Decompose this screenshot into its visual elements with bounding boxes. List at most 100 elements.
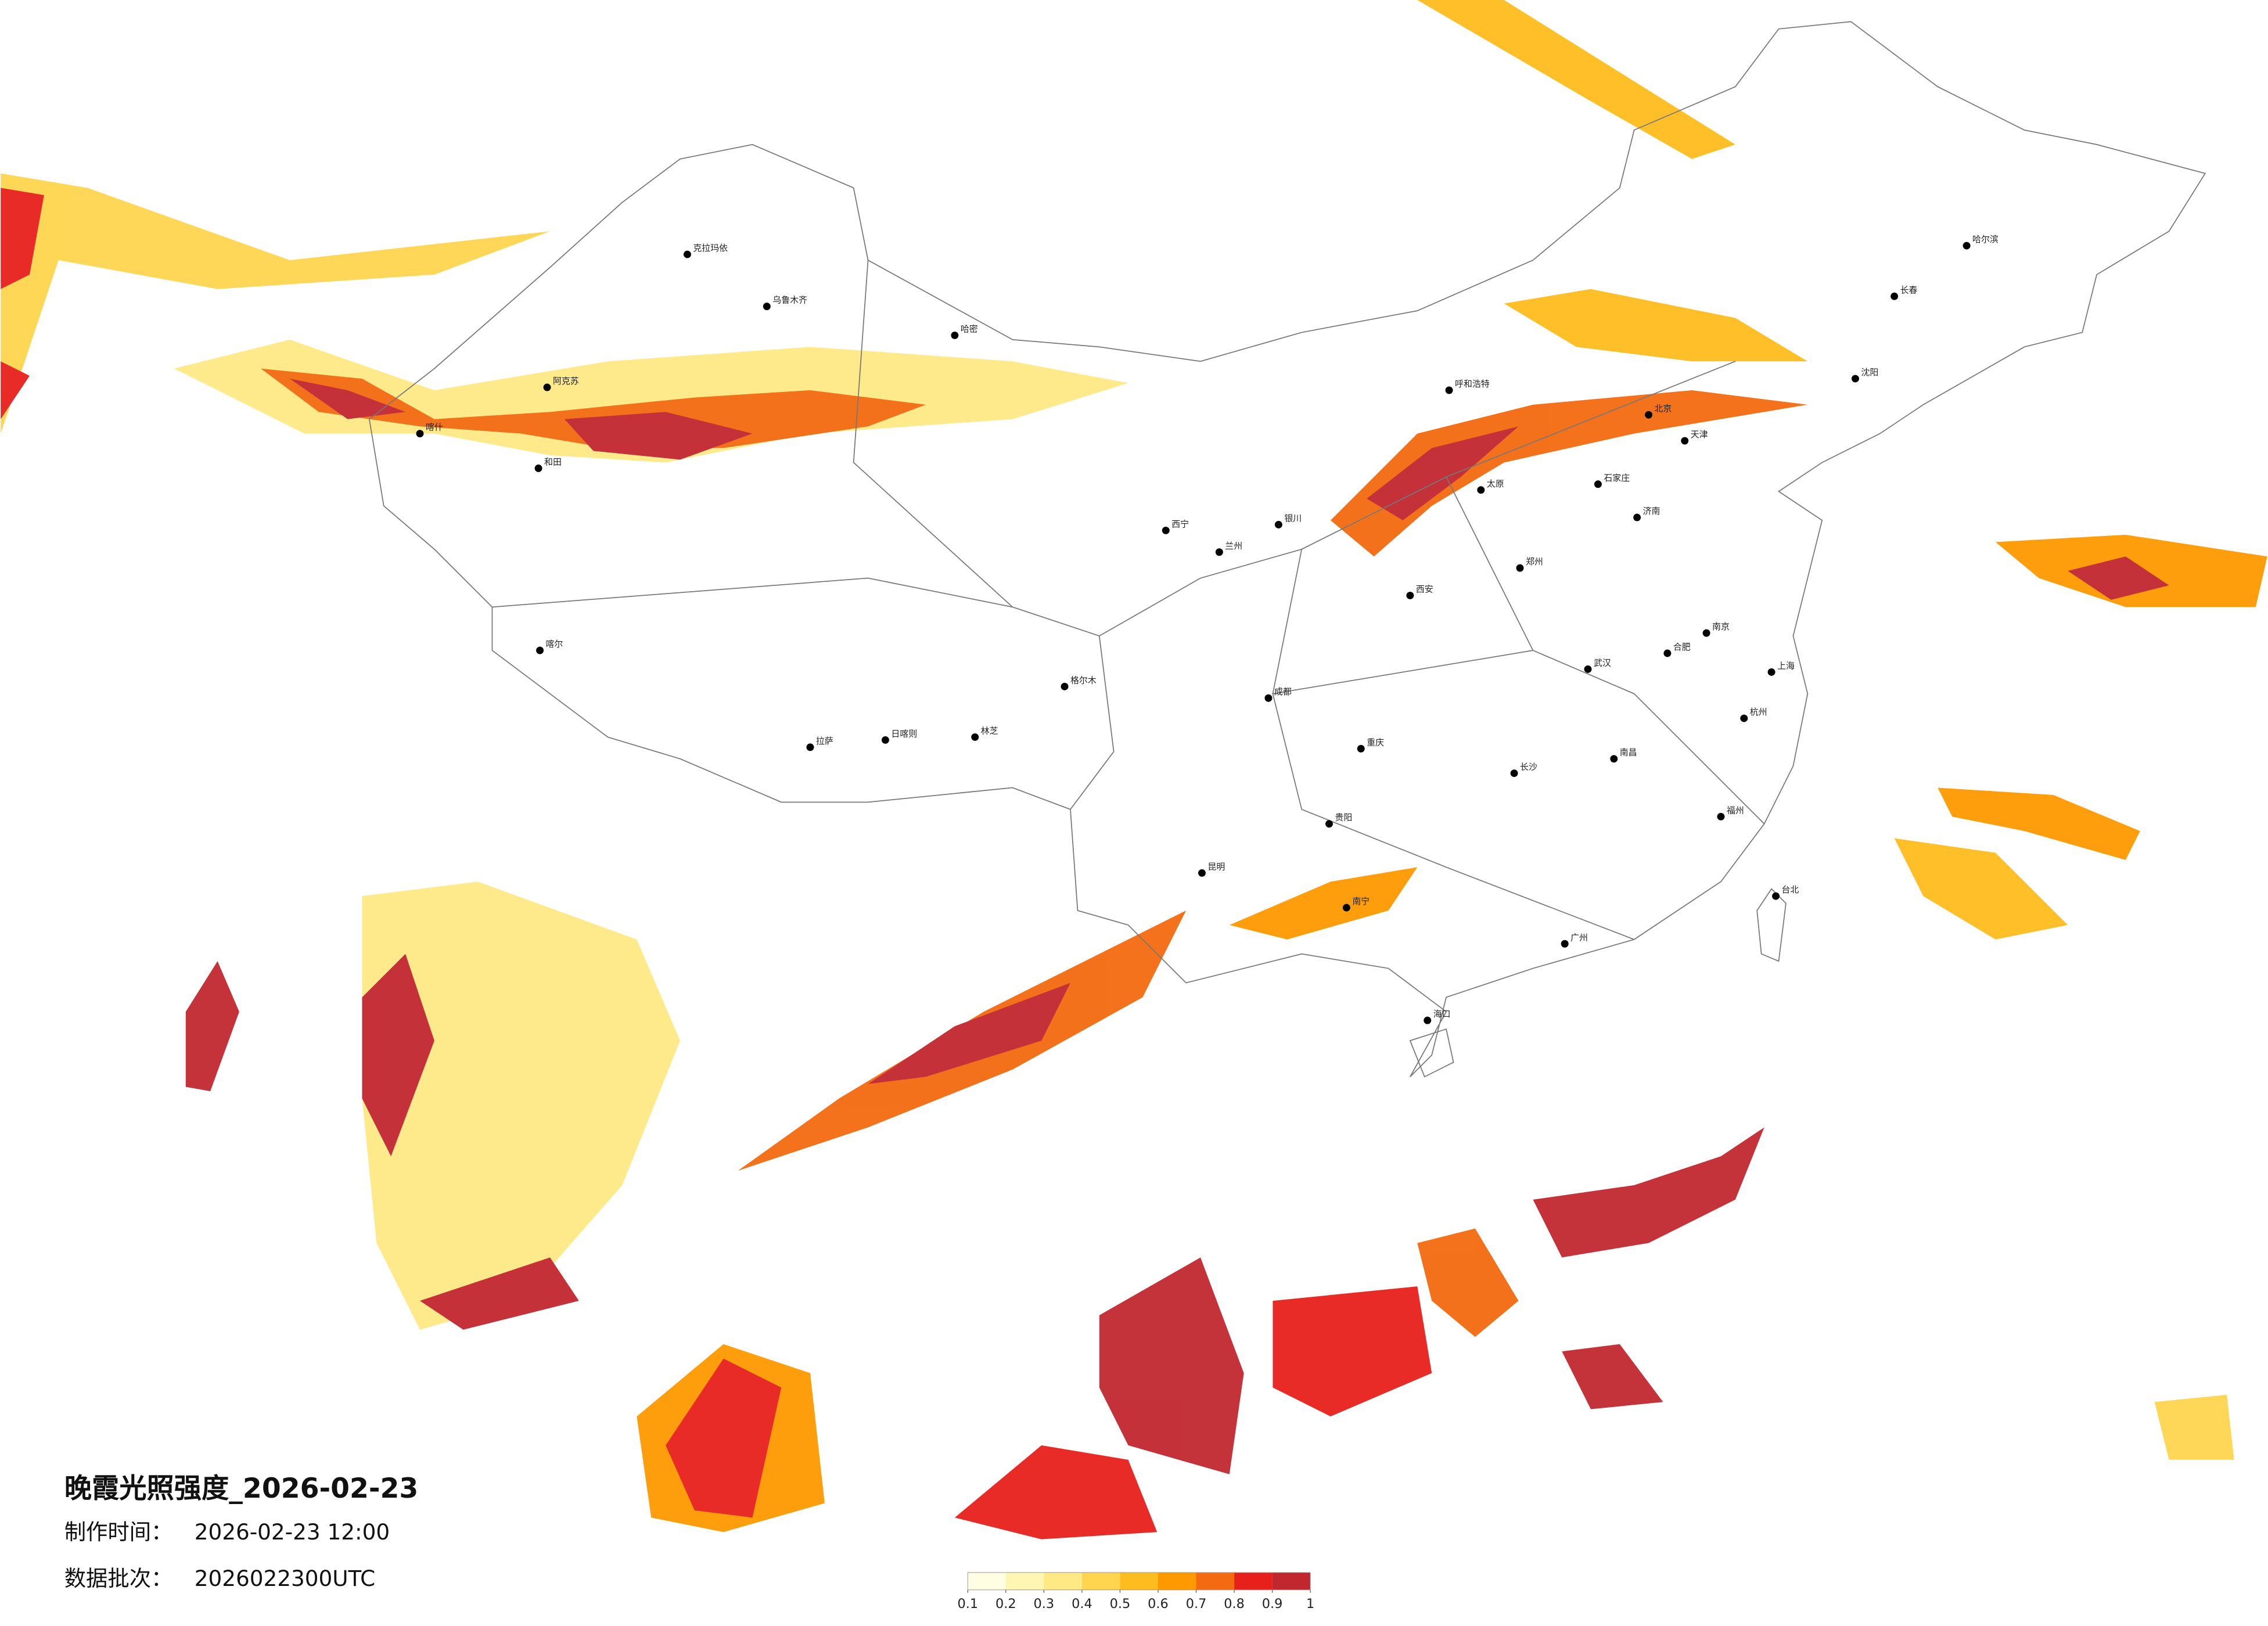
glow-band [1367,426,1519,520]
city-dot [1215,548,1223,556]
colorbar-cell [1081,1572,1120,1590]
glow-band [1417,1228,1519,1337]
glow-band [1,173,550,434]
city-dot [1772,892,1780,900]
glow-band [1504,289,1808,362]
intensity-layer [1,0,2267,1539]
city-label: 呼和浩特 [1455,379,1490,389]
city-label: 北京 [1655,403,1672,413]
colorbar-cell [1196,1572,1235,1590]
colorbar: 0.1 0.2 0.3 0.4 0.5 0.6 0.7 0.8 0.9 1 [957,1572,1314,1611]
city-label: 沈阳 [1861,367,1878,377]
city-label: 天津 [1691,429,1708,440]
boundaries [368,21,2206,1078]
batch: 2026022300UTC [195,1566,376,1591]
city-label: 石家庄 [1604,473,1630,483]
glow-band [362,882,680,1330]
city-label: 成都 [1274,686,1292,697]
city-dot [1162,526,1170,534]
city-dot [1445,386,1453,394]
glow-band [666,1358,782,1518]
made-time: 2026-02-23 12:00 [195,1519,390,1545]
city-dot [1264,694,1273,702]
colorbar-tick-label: 0.4 [1072,1596,1092,1611]
city-dot [1561,940,1569,948]
glow-band [2068,556,2169,600]
colorbar-tick-label: 0.1 [957,1596,978,1611]
glow-band [185,954,579,1330]
glow-band [1417,0,1735,159]
city-label: 重庆 [1367,737,1384,747]
city-label: 南宁 [1352,896,1370,906]
city-dot [543,383,551,391]
city-label: 台北 [1782,884,1799,895]
colorbar-cell [1120,1572,1158,1590]
city-label: 南昌 [1620,747,1637,758]
city-label: 喀尔 [546,639,563,649]
city-dot [806,743,814,751]
city-dot [1681,437,1689,445]
city-label: 海口 [1433,1009,1451,1019]
city-label: 杭州 [1750,707,1767,717]
city-dot [1342,904,1350,912]
city-label: 哈密 [961,323,978,334]
city-label: 哈尔滨 [1972,234,1999,244]
city-dot [763,303,771,311]
city-dot [1594,480,1602,488]
glow-band [1533,1127,1764,1258]
colorbar-cell [1234,1572,1273,1590]
glow-band [1229,867,1418,940]
city-dot [536,646,544,654]
city-label: 长春 [1900,285,1918,295]
city-dot [1963,242,1971,250]
glow-band [261,368,926,448]
taiwan [1756,888,1787,962]
city-dot [1740,714,1748,722]
glow-band [1273,1286,1432,1417]
colorbar-tick-label: 0.6 [1148,1596,1169,1611]
country-outline [368,21,2206,1077]
city-label: 长沙 [1520,762,1537,772]
city-dot [1061,682,1069,690]
city-label: 克拉玛依 [693,243,728,253]
colorbar-tick-label: 0.8 [1224,1596,1245,1611]
city-label: 林芝 [981,725,998,736]
colorbar-tick-label: 0.7 [1186,1596,1207,1611]
city-dot [1274,520,1282,528]
colorbar-tick-label: 0.9 [1262,1596,1283,1611]
city-dot [1584,665,1592,673]
colorbar-cell [968,1572,1006,1590]
city-dot [1357,744,1365,753]
city-dot [1406,591,1414,599]
colorbar-tick-label: 0.2 [995,1596,1016,1611]
made-time-label: 制作时间： [64,1519,173,1545]
glow-band [174,339,1128,463]
city-dot [1510,769,1518,778]
glow-band [1330,390,1808,557]
colorbar-cell [1272,1572,1311,1590]
city-label: 广州 [1570,932,1588,942]
city-label: 贵阳 [1335,812,1352,823]
city-label: 银川 [1284,513,1302,524]
glow-band [1894,838,2068,940]
city-dot [534,464,542,472]
city-dot [1702,629,1710,637]
city-label: 拉萨 [816,736,833,746]
province-line [492,260,1765,940]
colorbar-frame [967,1572,1311,1591]
city-dot [1198,869,1206,877]
city-label: 南京 [1712,621,1730,632]
city-label: 喀什 [426,422,443,433]
colorbar-cell [1044,1572,1082,1590]
city-dot [971,733,979,741]
glow-band [1562,1344,1663,1409]
city-dot [1424,1016,1432,1024]
city-label: 西安 [1416,584,1433,594]
city-label: 格尔木 [1070,675,1097,685]
glow-band [1099,1257,1244,1474]
colorbar-tick-label: 0.5 [1110,1596,1131,1611]
glow-band [1,188,44,419]
